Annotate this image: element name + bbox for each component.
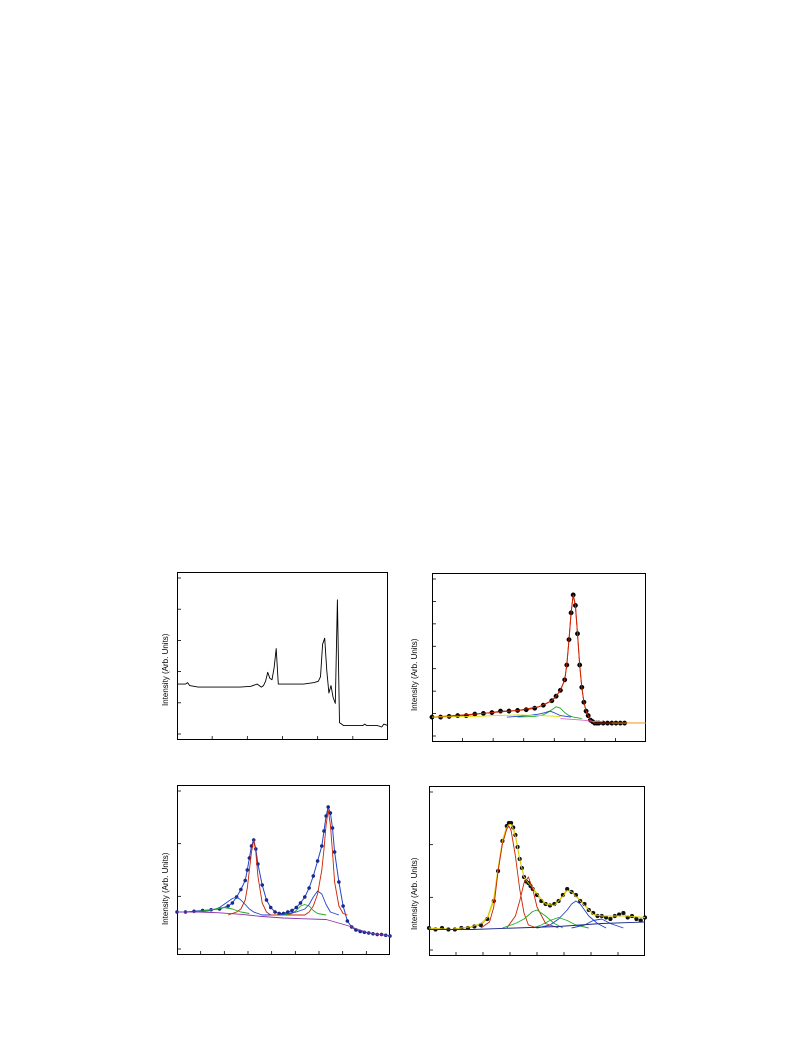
series-line-3 xyxy=(193,907,250,914)
data-point-0-31 xyxy=(319,844,324,848)
data-point-0-19 xyxy=(268,905,273,910)
y-axis-label: Intensity (Arb. Units) xyxy=(161,633,170,706)
data-point-0-7 xyxy=(230,901,235,905)
data-point-0-9 xyxy=(239,887,243,892)
plot-frame xyxy=(177,785,390,955)
data-point-0-11 xyxy=(523,707,529,713)
data-point-0-24 xyxy=(290,908,294,913)
series-line-0 xyxy=(177,805,391,937)
data-point-0-29 xyxy=(311,874,316,878)
data-point-0-11 xyxy=(245,868,250,872)
chart-b-plot xyxy=(429,573,646,742)
data-point-0-8 xyxy=(498,708,503,714)
chart-d-plot xyxy=(426,786,648,956)
data-point-0-25 xyxy=(294,905,299,910)
data-point-0-37 xyxy=(332,850,337,854)
data-point-0-30 xyxy=(315,859,320,863)
data-point-0-10 xyxy=(243,878,248,883)
data-point-0-43 xyxy=(608,916,613,922)
plot-frame xyxy=(177,572,388,740)
series-line-2 xyxy=(198,896,271,916)
chart-a-plot xyxy=(177,572,389,740)
data-point-0-12 xyxy=(532,705,538,711)
data-point-0-20 xyxy=(273,910,277,914)
data-point-0-34 xyxy=(326,805,331,809)
series-line-0 xyxy=(432,594,625,724)
series-line-1 xyxy=(431,594,646,724)
series-line-5 xyxy=(279,890,340,916)
y-axis-label: Intensity (Arb. Units) xyxy=(410,857,419,930)
series-line-1 xyxy=(227,809,348,916)
data-point-0-17 xyxy=(260,883,265,887)
series-line-4 xyxy=(502,909,564,929)
data-point-0-26 xyxy=(298,901,303,905)
data-point-0-28 xyxy=(307,886,311,890)
data-point-0-27 xyxy=(302,895,307,899)
series-line-6 xyxy=(536,900,607,929)
data-point-0-40 xyxy=(345,919,350,923)
data-point-0-36 xyxy=(330,826,335,830)
series-line-0 xyxy=(428,822,646,931)
data-point-0-49 xyxy=(634,916,639,922)
series-line-5 xyxy=(560,718,604,723)
series-line-0 xyxy=(177,599,389,728)
plot-frame xyxy=(429,786,645,956)
series-line-7 xyxy=(571,918,624,929)
series-line-4 xyxy=(431,714,561,718)
plot-frame xyxy=(432,573,646,742)
data-point-0-6 xyxy=(226,904,230,908)
chart-c-plot xyxy=(175,785,392,955)
data-point-0-18 xyxy=(264,898,269,902)
data-point-0-35 xyxy=(328,811,333,815)
series-line-6 xyxy=(177,911,391,937)
series-line-8 xyxy=(429,921,646,930)
series-line-2 xyxy=(480,825,538,929)
y-axis-label: Intensity (Arb. Units) xyxy=(161,852,170,925)
y-axis-label: Intensity (Arb. Units) xyxy=(410,638,419,711)
data-point-0-39 xyxy=(341,904,345,908)
data-point-0-4 xyxy=(463,713,469,719)
series-line-3 xyxy=(506,876,559,929)
data-point-0-38 xyxy=(337,880,341,884)
series-line-1 xyxy=(428,824,646,930)
data-point-0-46 xyxy=(621,910,626,916)
